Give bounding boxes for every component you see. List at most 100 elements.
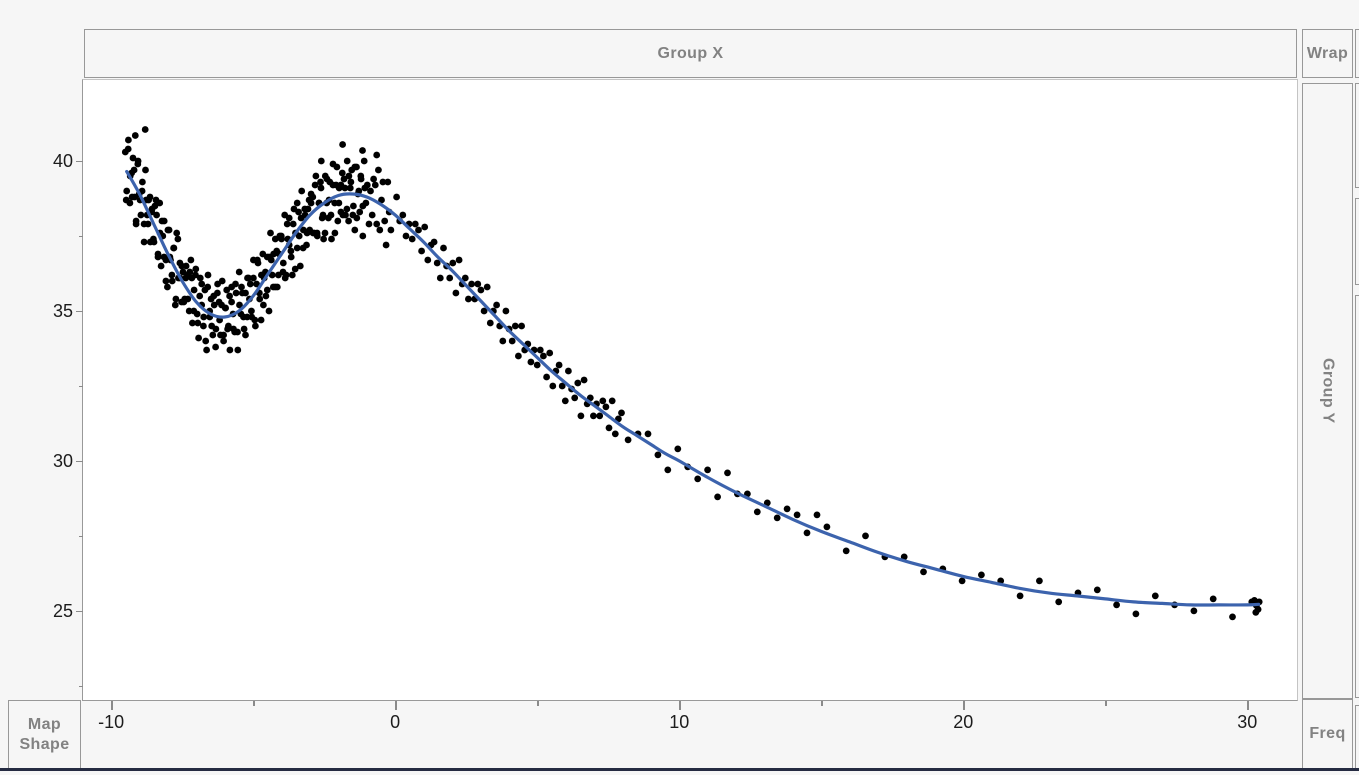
data-point[interactable] [373,220,381,228]
data-point[interactable] [543,373,550,381]
data-point[interactable] [311,181,319,189]
data-point[interactable] [753,508,761,516]
data-point[interactable] [515,352,522,360]
data-point[interactable] [813,511,821,519]
data-point[interactable] [499,337,507,345]
data-point[interactable] [317,184,325,192]
data-point[interactable] [338,169,346,177]
data-point[interactable] [140,238,148,246]
data-point[interactable] [187,256,195,264]
data-point[interactable] [359,147,366,154]
data-point[interactable] [131,132,139,139]
data-point[interactable] [254,256,261,264]
data-point[interactable] [555,361,563,369]
data-point[interactable] [793,511,801,519]
data-point[interactable] [285,214,293,222]
data-point[interactable] [257,316,265,324]
data-point[interactable] [154,253,162,261]
data-point[interactable] [370,175,377,183]
data-point[interactable] [803,529,811,537]
data-point[interactable] [382,241,390,249]
data-point[interactable] [273,283,281,291]
data-point[interactable] [320,235,327,243]
data-point[interactable] [323,175,331,183]
data-point[interactable] [343,157,351,165]
data-point[interactable] [339,141,346,148]
data-point[interactable] [267,229,274,237]
data-point[interactable] [424,256,432,264]
data-point[interactable] [379,178,387,186]
data-point[interactable] [189,319,196,327]
data-point[interactable] [223,286,231,294]
data-point[interactable] [549,382,557,390]
data-point[interactable] [152,196,160,204]
data-point[interactable] [368,211,376,219]
data-point[interactable] [182,274,190,282]
data-point[interactable] [339,211,347,219]
data-point[interactable] [232,280,239,288]
data-point[interactable] [178,262,186,270]
data-point[interactable] [958,577,966,585]
data-point[interactable] [212,343,220,351]
data-point[interactable] [168,271,176,279]
data-point[interactable] [351,226,359,234]
data-point[interactable] [461,274,469,282]
data-point[interactable] [452,289,460,297]
data-point[interactable] [144,220,152,228]
data-point[interactable] [242,289,249,297]
data-point[interactable] [327,211,335,219]
data-point[interactable] [321,229,329,237]
data-point[interactable] [224,325,232,333]
data-point[interactable] [279,259,287,267]
data-point[interactable] [157,262,165,270]
data-point[interactable] [440,244,447,252]
data-point[interactable] [333,163,341,171]
data-point[interactable] [122,196,130,204]
data-point[interactable] [540,352,547,360]
data-point[interactable] [483,283,491,291]
data-point[interactable] [262,292,270,300]
data-point[interactable] [288,271,296,279]
data-point[interactable] [240,325,248,333]
data-point[interactable] [580,376,588,384]
data-point[interactable] [173,229,181,237]
data-point[interactable] [238,283,245,291]
data-point[interactable] [365,220,373,228]
data-point[interactable] [190,286,198,294]
data-point[interactable] [296,262,304,270]
data-point[interactable] [317,157,325,165]
data-point[interactable] [123,187,131,195]
data-point[interactable] [293,199,301,207]
data-point[interactable] [312,172,320,180]
data-point[interactable] [421,223,429,231]
data-point[interactable] [220,331,228,339]
data-point[interactable] [188,274,196,282]
data-point[interactable] [164,226,172,234]
data-point[interactable] [139,178,146,186]
data-point[interactable] [250,274,257,282]
drop-zone-group-x[interactable]: Group X [84,29,1297,78]
data-point[interactable] [283,220,291,228]
data-point[interactable] [355,187,363,195]
data-point[interactable] [724,469,731,477]
data-point[interactable] [248,307,255,315]
data-point[interactable] [328,235,335,243]
data-point[interactable] [304,205,312,213]
data-point[interactable] [527,358,535,366]
data-point[interactable] [1132,610,1140,618]
data-point[interactable] [307,199,315,207]
data-point[interactable] [198,280,206,288]
data-point[interactable] [252,322,259,330]
data-point[interactable] [190,307,198,315]
data-point[interactable] [234,328,241,336]
data-point[interactable] [204,283,212,291]
data-point[interactable] [253,280,260,288]
data-point[interactable] [204,271,212,279]
data-point[interactable] [361,184,369,192]
data-point[interactable] [287,253,295,261]
data-point[interactable] [293,244,301,252]
data-point[interactable] [289,220,297,228]
data-point[interactable] [341,184,349,192]
data-point[interactable] [436,274,444,282]
data-point[interactable] [704,466,711,474]
